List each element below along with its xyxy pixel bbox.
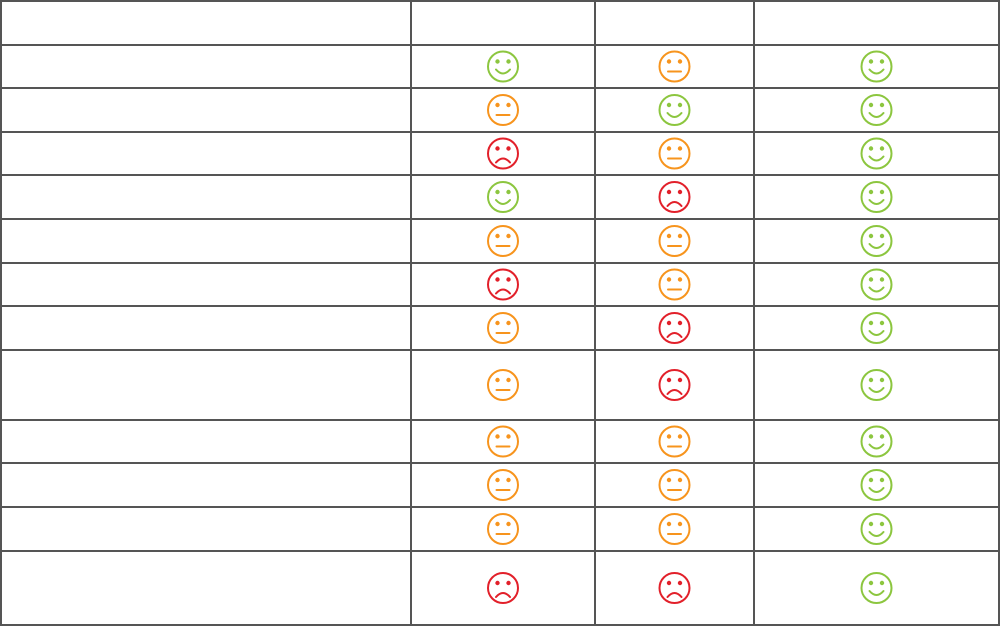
sad-face-icon xyxy=(658,369,691,401)
happy-face-icon xyxy=(860,268,893,301)
table-row xyxy=(487,469,893,501)
neutral-face-icon xyxy=(658,137,691,170)
neutral-face-icon xyxy=(658,425,691,458)
sad-face-icon xyxy=(658,181,691,213)
table-row xyxy=(487,369,893,401)
happy-face-icon xyxy=(860,137,893,170)
neutral-face-icon xyxy=(487,94,519,126)
sad-face-icon xyxy=(658,572,691,604)
neutral-face-icon xyxy=(658,268,691,301)
table-row xyxy=(487,225,893,257)
happy-face-icon xyxy=(860,50,893,83)
sad-face-icon xyxy=(487,572,519,604)
table-row xyxy=(487,425,893,458)
table-row xyxy=(487,50,893,83)
happy-face-icon xyxy=(860,225,893,257)
happy-face-icon xyxy=(860,425,893,458)
table-row xyxy=(487,513,893,545)
table-row xyxy=(487,181,893,213)
sad-face-icon xyxy=(487,268,519,301)
happy-face-icon xyxy=(860,469,893,501)
neutral-face-icon xyxy=(487,469,519,501)
neutral-face-icon xyxy=(487,425,519,458)
happy-face-icon xyxy=(860,572,893,604)
happy-face-icon xyxy=(487,50,519,83)
sad-face-icon xyxy=(487,137,519,170)
happy-face-icon xyxy=(860,312,893,344)
table-row xyxy=(487,137,893,170)
neutral-face-icon xyxy=(487,225,519,257)
sad-face-icon xyxy=(658,312,691,344)
table-row xyxy=(487,268,893,301)
happy-face-icon xyxy=(487,181,519,213)
neutral-face-icon xyxy=(658,225,691,257)
neutral-face-icon xyxy=(487,513,519,545)
neutral-face-icon xyxy=(487,312,519,344)
neutral-face-icon xyxy=(487,369,519,401)
neutral-face-icon xyxy=(658,469,691,501)
happy-face-icon xyxy=(860,94,893,126)
neutral-face-icon xyxy=(658,513,691,545)
happy-face-icon xyxy=(860,513,893,545)
happy-face-icon xyxy=(860,369,893,401)
table-row xyxy=(487,572,893,604)
table-row xyxy=(487,94,893,126)
neutral-face-icon xyxy=(658,50,691,83)
happy-face-icon xyxy=(658,94,691,126)
happy-face-icon xyxy=(860,181,893,213)
table-row xyxy=(487,312,893,344)
